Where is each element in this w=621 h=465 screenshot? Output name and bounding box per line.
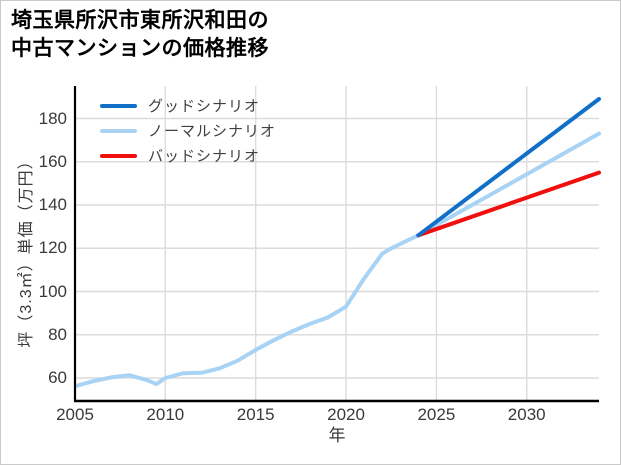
y-tick-label: 180: [38, 108, 67, 128]
y-tick-label: 100: [38, 281, 67, 301]
y-tick-label: 140: [38, 195, 67, 214]
x-tick-label: 2005: [56, 405, 94, 424]
legend-item-normal: ノーマルシナリオ: [100, 118, 276, 143]
legend-item-good: グッドシナリオ: [100, 93, 276, 118]
y-tick-label: 160: [38, 151, 67, 171]
y-tick-label: 60: [48, 368, 67, 387]
legend-label-good: グッドシナリオ: [148, 98, 261, 115]
chart-title: 埼玉県所沢市東所沢和田の 中古マンションの価格推移: [11, 7, 269, 64]
series-line: [416, 131, 601, 238]
legend: グッドシナリオ ノーマルシナリオ バッドシナリオ: [100, 93, 276, 168]
legend-item-bad: バッドシナリオ: [100, 143, 276, 168]
bad-scenario-line-icon: [100, 153, 137, 158]
x-tick-label: 2020: [327, 405, 365, 424]
y-tick-label: 80: [48, 324, 67, 344]
chart-title-line2: 中古マンションの価格推移: [11, 37, 269, 61]
legend-label-bad: バッドシナリオ: [148, 148, 261, 165]
y-tick-label: 120: [38, 238, 67, 258]
good-scenario-line-icon: [100, 103, 137, 108]
legend-label-normal: ノーマルシナリオ: [148, 123, 277, 140]
x-tick-label: 2010: [146, 405, 185, 424]
chart-title-line1: 埼玉県所沢市東所沢和田の: [11, 9, 269, 32]
normal-scenario-line-icon: [100, 128, 137, 133]
series-line: [416, 170, 601, 238]
x-axis-label: 年: [328, 426, 346, 445]
x-tick-label: 2030: [507, 405, 546, 424]
x-tick-label: 2015: [236, 405, 275, 424]
series-line: [74, 233, 421, 388]
series-line: [416, 97, 601, 238]
x-tick-label: 2025: [417, 405, 456, 424]
